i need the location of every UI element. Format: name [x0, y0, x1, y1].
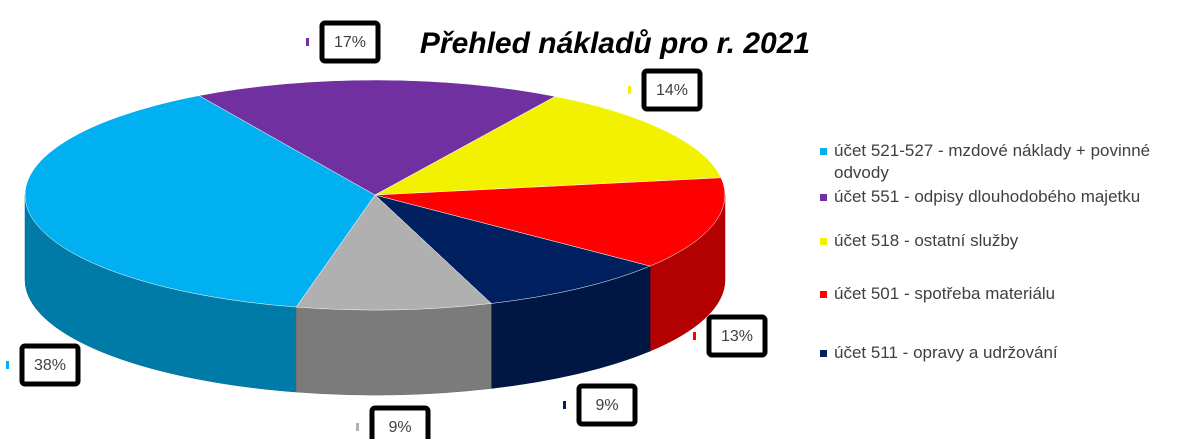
legend-swatch [820, 194, 827, 201]
data-label: 17% [334, 34, 366, 51]
label-box [576, 383, 638, 427]
label-box [19, 343, 81, 387]
label-key [356, 423, 359, 431]
slice [295, 194, 492, 311]
label-key [306, 38, 309, 46]
data-label: 14% [656, 82, 688, 99]
data-label: 9% [388, 419, 411, 436]
data-label: 13% [721, 328, 753, 345]
legend-label: účet 501 - spotřeba materiálu [834, 284, 1056, 303]
slice [374, 194, 651, 304]
label-box [319, 20, 381, 64]
side-walls [24, 194, 726, 396]
legend-item: účet 518 - ostatní služby [820, 230, 1184, 252]
label-key [6, 361, 9, 369]
chart-title: Přehled nákladů pro r. 2021 [420, 27, 810, 60]
data-label: 9% [595, 397, 618, 414]
label-key [563, 401, 566, 409]
legend-swatch [820, 238, 827, 245]
legend-label: účet 551 - odpisy dlouhodobého majetku [834, 187, 1141, 206]
label-key [693, 332, 696, 340]
label-box [641, 68, 703, 112]
slice [198, 79, 556, 196]
legend-swatch [820, 291, 827, 298]
legend-item: účet 501 - spotřeba materiálu [820, 283, 1184, 305]
slice [374, 177, 726, 267]
legend-item: účet 511 - opravy a udržování [820, 342, 1184, 364]
legend-swatch [820, 148, 827, 155]
legend-label: účet 511 - opravy a udržování [834, 343, 1058, 362]
slices [24, 79, 726, 311]
legend-label: účet 521-527 - mzdové náklady + povinné … [834, 141, 1151, 182]
label-box [369, 405, 431, 439]
data-label: 38% [34, 357, 66, 374]
slice [24, 95, 376, 308]
legend-item: účet 551 - odpisy dlouhodobého majetku [820, 186, 1184, 208]
label-key [628, 86, 631, 94]
legend-label: účet 518 - ostatní služby [834, 231, 1019, 250]
legend-item: účet 521-527 - mzdové náklady + povinné … [820, 140, 1184, 184]
label-box [706, 314, 768, 358]
slice [374, 96, 722, 196]
legend-swatch [820, 350, 827, 357]
slice-side [296, 303, 492, 396]
